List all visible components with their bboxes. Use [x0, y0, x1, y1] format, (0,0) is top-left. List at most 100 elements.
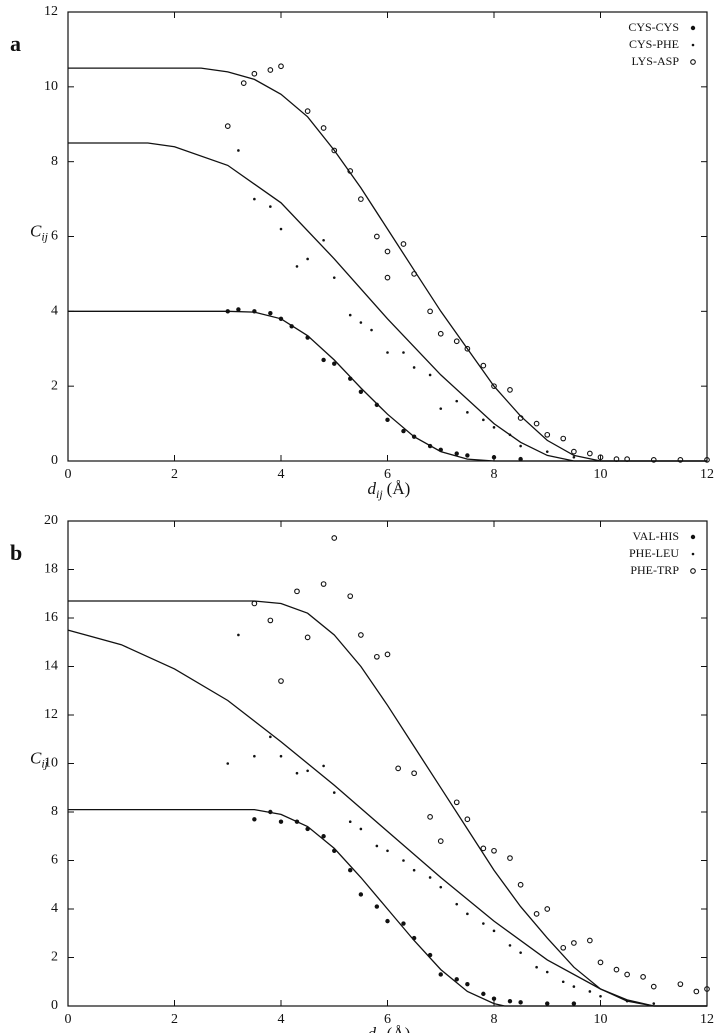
point [586, 937, 593, 944]
point [374, 233, 380, 240]
point [304, 634, 311, 641]
point [491, 455, 497, 460]
point [331, 147, 338, 154]
panel-label: b [10, 540, 22, 565]
point [279, 754, 283, 758]
point [480, 845, 487, 852]
point [481, 991, 486, 997]
point [252, 817, 257, 822]
point [454, 451, 459, 456]
point [492, 426, 496, 429]
point [519, 951, 522, 954]
point [545, 450, 549, 453]
point [427, 813, 433, 820]
plot-frame [67, 520, 708, 1007]
point [359, 321, 363, 324]
x-label-symbol: d [368, 1024, 377, 1033]
point [332, 791, 336, 794]
point [640, 974, 646, 980]
point [453, 338, 460, 345]
point [455, 902, 459, 906]
x-label-subscript: ij [376, 487, 383, 501]
point [428, 373, 432, 377]
point [411, 434, 417, 439]
x-tick-label: 4 [278, 1012, 285, 1027]
point [370, 328, 373, 332]
y-tick-label: 2 [51, 950, 58, 965]
point [482, 922, 485, 925]
point [560, 435, 567, 442]
x-label-symbol: d [368, 479, 377, 498]
x-axis-label: dij (Å) [368, 479, 411, 501]
point [279, 227, 283, 231]
point [401, 921, 406, 926]
x-tick-label: 12 [700, 467, 714, 482]
legend-marker [690, 25, 696, 31]
point [321, 834, 326, 839]
point [560, 944, 567, 951]
point [269, 735, 272, 739]
point [545, 1001, 550, 1006]
point [466, 912, 469, 916]
point [533, 910, 540, 917]
point [599, 995, 602, 998]
x-tick-label: 2 [171, 1012, 178, 1027]
point [358, 196, 364, 202]
point [588, 990, 592, 993]
fit-curve [68, 310, 707, 462]
point [518, 1000, 523, 1005]
point [544, 431, 551, 438]
x-axis-label: dij (Å) [368, 1024, 411, 1033]
point [613, 966, 620, 973]
x-tick-label: 8 [491, 1012, 498, 1027]
point [571, 1001, 577, 1006]
point [306, 257, 309, 261]
point [253, 754, 256, 758]
point [305, 335, 310, 340]
y-tick-label: 4 [51, 304, 58, 319]
legend-label: VAL-HIS [633, 529, 679, 543]
fit-curve [68, 808, 707, 1007]
point [427, 308, 433, 315]
point [295, 265, 299, 268]
y-tick-label: 0 [51, 453, 58, 468]
y-label-symbol: C [30, 221, 42, 240]
panel: 02468101202468101214161820bCijdij(Å)VAL-… [10, 513, 714, 1033]
y-tick-label: 6 [51, 229, 58, 244]
point [374, 653, 380, 660]
point [306, 769, 309, 773]
point [507, 855, 513, 861]
point [677, 457, 684, 463]
y-tick-label: 16 [44, 610, 58, 625]
y-label-subscript: ij [41, 756, 48, 770]
point [412, 868, 416, 872]
legend-marker [691, 43, 695, 47]
y-tick-label: 2 [51, 378, 58, 393]
y-tick-label: 12 [44, 4, 58, 19]
x-tick-label: 10 [594, 1012, 608, 1027]
fit-curve [68, 67, 707, 462]
point [278, 63, 284, 70]
point [652, 1002, 656, 1005]
point [348, 313, 352, 317]
point [586, 450, 593, 457]
point [508, 433, 512, 437]
y-tick-label: 20 [44, 513, 58, 528]
y-tick-label: 8 [51, 154, 58, 169]
point [237, 633, 240, 637]
fit-curve [68, 600, 707, 1007]
point [240, 80, 247, 86]
point [402, 859, 405, 862]
point [384, 651, 391, 658]
point [517, 415, 524, 421]
point [375, 844, 379, 848]
point [535, 965, 538, 969]
point [321, 357, 326, 363]
point [278, 316, 284, 322]
point [624, 971, 630, 978]
point [492, 929, 496, 933]
point [402, 351, 405, 354]
point [401, 428, 406, 434]
point [226, 762, 230, 765]
